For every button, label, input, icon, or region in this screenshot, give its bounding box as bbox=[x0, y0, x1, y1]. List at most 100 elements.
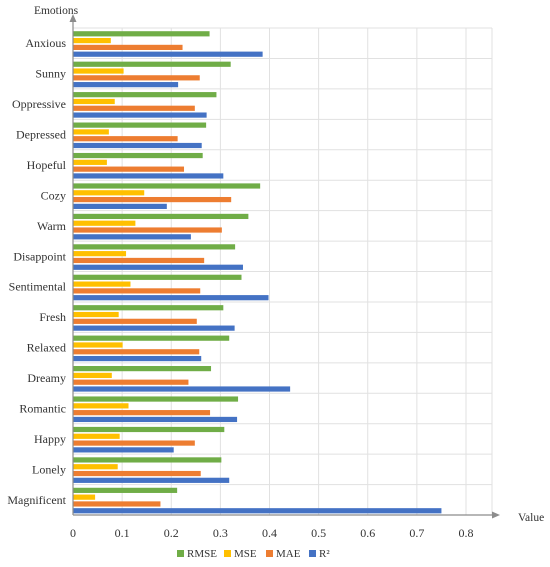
category-label: Sunny bbox=[35, 67, 66, 81]
bar-r bbox=[73, 142, 202, 149]
bar-r bbox=[73, 386, 291, 392]
bar-mae bbox=[73, 470, 201, 477]
bar-r bbox=[73, 203, 167, 209]
bar-r bbox=[73, 355, 202, 362]
bar-r bbox=[73, 325, 235, 331]
category-label: Warm bbox=[37, 219, 67, 233]
bar-rmse bbox=[73, 396, 239, 402]
category-label: Oppressive bbox=[12, 97, 66, 111]
bar-mae bbox=[73, 166, 185, 172]
bar-r bbox=[73, 173, 224, 179]
bar-mae bbox=[73, 105, 195, 111]
bar-rmse bbox=[73, 92, 217, 98]
x-tick-label: 0.2 bbox=[164, 526, 179, 540]
bar-mae bbox=[73, 440, 195, 446]
category-label: Sentimental bbox=[9, 280, 67, 294]
x-tick-label: 0.8 bbox=[459, 526, 474, 540]
bar-mse bbox=[73, 159, 107, 165]
legend-swatch bbox=[309, 550, 316, 557]
bar-mae bbox=[73, 44, 183, 50]
bar-mae bbox=[73, 501, 161, 507]
bar-r bbox=[73, 112, 207, 118]
bar-r bbox=[73, 447, 174, 453]
x-tick-label: 0 bbox=[70, 526, 76, 540]
bar-r bbox=[73, 416, 238, 423]
bar-rmse bbox=[73, 274, 242, 280]
category-label: Hopeful bbox=[27, 158, 67, 172]
bar-r bbox=[73, 234, 191, 240]
x-tick-label: 0.4 bbox=[262, 526, 277, 540]
x-axis-title: Value bbox=[518, 512, 544, 524]
category-label: Anxious bbox=[25, 36, 66, 50]
bar-r bbox=[73, 51, 263, 57]
legend-label: MAE bbox=[276, 548, 301, 560]
bar-rmse bbox=[73, 213, 249, 220]
category-label: Fresh bbox=[39, 310, 66, 324]
legend-swatch bbox=[266, 550, 273, 557]
category-label: Romantic bbox=[19, 401, 66, 415]
bar-mse bbox=[73, 38, 111, 44]
bar-mse bbox=[73, 129, 109, 135]
bar-mae bbox=[73, 288, 201, 294]
bar-rmse bbox=[73, 487, 178, 493]
x-tick-label: 0.5 bbox=[311, 526, 326, 540]
bar-rmse bbox=[73, 152, 203, 159]
bar-rmse bbox=[73, 61, 231, 67]
bar-mse bbox=[73, 68, 124, 74]
bar-rmse bbox=[73, 244, 236, 250]
bar-mae bbox=[73, 379, 189, 385]
x-tick-label: 0.1 bbox=[115, 526, 130, 540]
bar-mae bbox=[73, 349, 200, 355]
bar-mse bbox=[73, 281, 131, 287]
bar-mse bbox=[73, 220, 136, 226]
category-label: Magnificent bbox=[7, 493, 66, 507]
category-label: Cozy bbox=[41, 188, 66, 202]
bar-mse bbox=[73, 494, 96, 500]
bar-rmse bbox=[73, 183, 261, 189]
bar-rmse bbox=[73, 122, 207, 128]
x-tick-label: 0.6 bbox=[360, 526, 375, 540]
bar-mae bbox=[73, 136, 178, 142]
bar-rmse bbox=[73, 457, 222, 463]
bar-r bbox=[73, 82, 179, 88]
y-axis-title: Emotions bbox=[34, 5, 79, 17]
bar-mae bbox=[73, 318, 197, 324]
x-axis-arrow bbox=[492, 511, 500, 519]
bar-mae bbox=[73, 257, 205, 264]
legend-swatch bbox=[177, 550, 184, 557]
bar-rmse bbox=[73, 335, 230, 341]
bar-rmse bbox=[73, 366, 212, 372]
bar-mae bbox=[73, 196, 232, 203]
legend-label: RMSE bbox=[187, 548, 217, 560]
bar-rmse bbox=[73, 31, 210, 37]
bar-mse bbox=[73, 372, 112, 379]
bar-mae bbox=[73, 410, 211, 416]
category-label: Depressed bbox=[16, 128, 66, 142]
bar-mse bbox=[73, 342, 123, 348]
bar-rmse bbox=[73, 426, 225, 433]
bar-r bbox=[73, 477, 230, 483]
bar-rmse bbox=[73, 305, 224, 311]
x-tick-label: 0.7 bbox=[409, 526, 424, 540]
y-axis-arrow bbox=[69, 14, 77, 22]
legend-label: R² bbox=[319, 548, 330, 560]
bar-mse bbox=[73, 464, 118, 470]
category-label: Happy bbox=[34, 432, 66, 446]
legend-label: MSE bbox=[234, 548, 257, 560]
bar-mse bbox=[73, 433, 120, 439]
bar-mae bbox=[73, 75, 200, 81]
bar-r bbox=[73, 264, 243, 270]
category-label: Dreamy bbox=[27, 371, 66, 385]
bar-r bbox=[73, 508, 442, 514]
category-label: Relaxed bbox=[27, 341, 66, 355]
bar-mse bbox=[73, 403, 129, 409]
x-tick-label: 0.3 bbox=[213, 526, 228, 540]
legend-swatch bbox=[224, 550, 231, 557]
bar-r bbox=[73, 295, 269, 301]
bar-mae bbox=[73, 227, 222, 233]
bar-mse bbox=[73, 311, 119, 318]
category-label: Disappoint bbox=[13, 249, 66, 263]
bar-mse bbox=[73, 190, 145, 196]
